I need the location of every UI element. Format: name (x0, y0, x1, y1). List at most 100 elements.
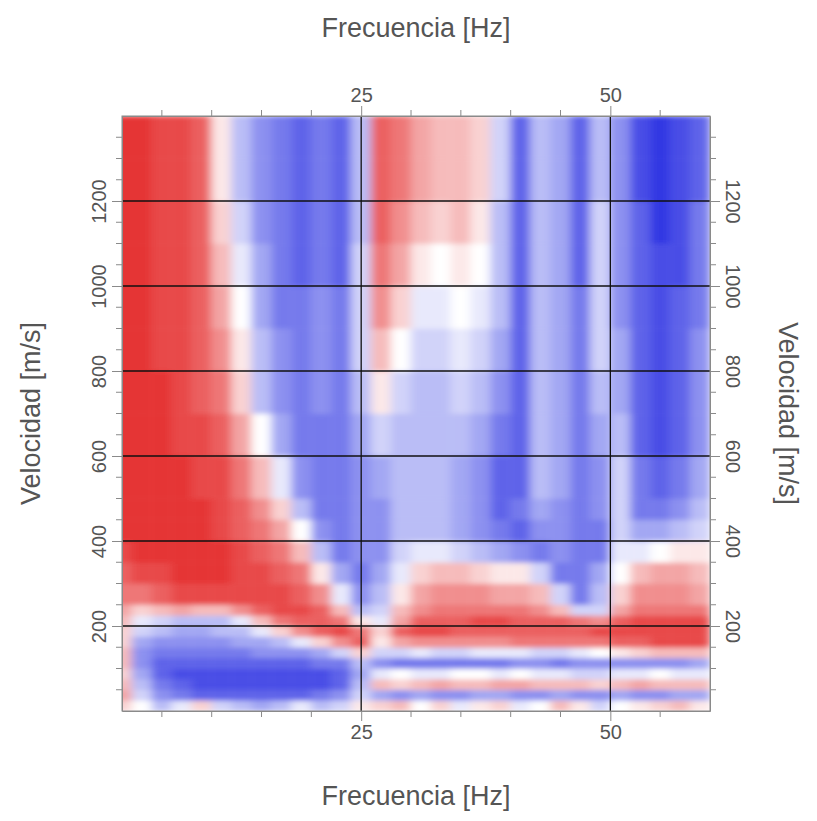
minor-tick (116, 222, 122, 223)
heat-cell (192, 658, 212, 669)
heat-cell (331, 626, 351, 637)
heat-cell (670, 584, 690, 605)
heat-cell (511, 637, 531, 648)
tick-label: 800 (722, 355, 744, 388)
heat-cell (132, 159, 152, 202)
heat-cell (271, 499, 291, 520)
heat-cell (172, 679, 192, 690)
minor-tick (710, 307, 716, 308)
heat-cell (670, 647, 690, 658)
minor-tick (710, 179, 716, 180)
heat-cell (511, 159, 531, 202)
heat-cell (411, 116, 431, 159)
heat-cell (630, 456, 650, 499)
heat-cell (570, 584, 590, 605)
heat-cell (590, 669, 610, 680)
heat-cell (271, 244, 291, 287)
heat-cell (610, 615, 630, 626)
heat-cell (391, 414, 411, 457)
minor-tick (116, 328, 122, 329)
heat-cell (252, 647, 272, 658)
heat-cell (212, 520, 232, 541)
heat-cell (610, 159, 630, 202)
heat-cell (311, 669, 331, 680)
heat-cell (371, 371, 391, 414)
heat-cell (411, 647, 431, 658)
heat-cell (391, 499, 411, 520)
heat-cell (511, 626, 531, 637)
heat-cell (670, 690, 690, 701)
heat-cell (630, 371, 650, 414)
heat-cell (411, 414, 431, 457)
heat-cell (232, 244, 252, 287)
heat-cell (570, 679, 590, 690)
heat-cell (212, 669, 232, 680)
heat-cell (670, 116, 690, 159)
heat-cell (391, 690, 411, 701)
minor-tick (660, 110, 661, 116)
heat-cell (311, 159, 331, 202)
heat-cell (122, 456, 132, 499)
heat-cell (630, 414, 650, 457)
tick-mark (361, 106, 362, 116)
tick-label: 200 (88, 610, 110, 643)
heat-cell (291, 658, 311, 669)
heat-cell (371, 615, 391, 626)
grid-line (122, 285, 710, 286)
heat-cell (192, 626, 212, 637)
heat-cell (551, 647, 571, 658)
x-axis-bottom: 2550 (123, 711, 711, 743)
heat-cell (212, 584, 232, 605)
heat-cell (570, 647, 590, 658)
heat-cell (630, 499, 650, 520)
heat-cell (650, 584, 670, 605)
heat-cell (391, 541, 411, 562)
heat-cell (172, 584, 192, 605)
minor-tick (116, 434, 122, 435)
minor-tick (116, 604, 122, 605)
heat-cell (212, 690, 232, 701)
heat-cell (491, 615, 511, 626)
heat-cell (531, 371, 551, 414)
minor-tick (710, 243, 716, 244)
heat-cell (511, 605, 531, 616)
minor-tick (161, 711, 162, 717)
heat-cell (122, 679, 132, 690)
heat-cell (212, 159, 232, 202)
heat-cell (132, 690, 152, 701)
heat-cell (212, 658, 232, 669)
heat-cell (212, 244, 232, 287)
tick: 200 (710, 610, 744, 643)
heat-cell (551, 584, 571, 605)
minor-tick (510, 110, 511, 116)
tick-label: 400 (722, 525, 744, 558)
heat-cell (511, 286, 531, 329)
heat-cell (212, 637, 232, 648)
heat-cell (570, 562, 590, 583)
tick-label: 200 (722, 610, 744, 643)
heat-cell (590, 637, 610, 648)
minor-tick (710, 519, 716, 520)
heat-cell (152, 615, 172, 626)
heat-cell (690, 658, 710, 669)
heat-cell (511, 520, 531, 541)
heat-cell (152, 700, 172, 711)
heat-cell (431, 679, 451, 690)
heat-cell (122, 116, 132, 159)
heat-cell (291, 700, 311, 711)
heat-cell (132, 658, 152, 669)
heat-cell (491, 679, 511, 690)
heat-cell (391, 626, 411, 637)
heat-cell (122, 329, 132, 372)
heat-cell (252, 520, 272, 541)
heat-cell (122, 159, 132, 202)
heat-cell (152, 605, 172, 616)
heat-cell (431, 329, 451, 372)
heat-cell (212, 286, 232, 329)
heat-cell (431, 414, 451, 457)
heat-cell (122, 201, 132, 244)
minor-tick (116, 243, 122, 244)
heat-cell (610, 244, 630, 287)
grid-line (610, 116, 611, 711)
heat-cell (152, 626, 172, 637)
